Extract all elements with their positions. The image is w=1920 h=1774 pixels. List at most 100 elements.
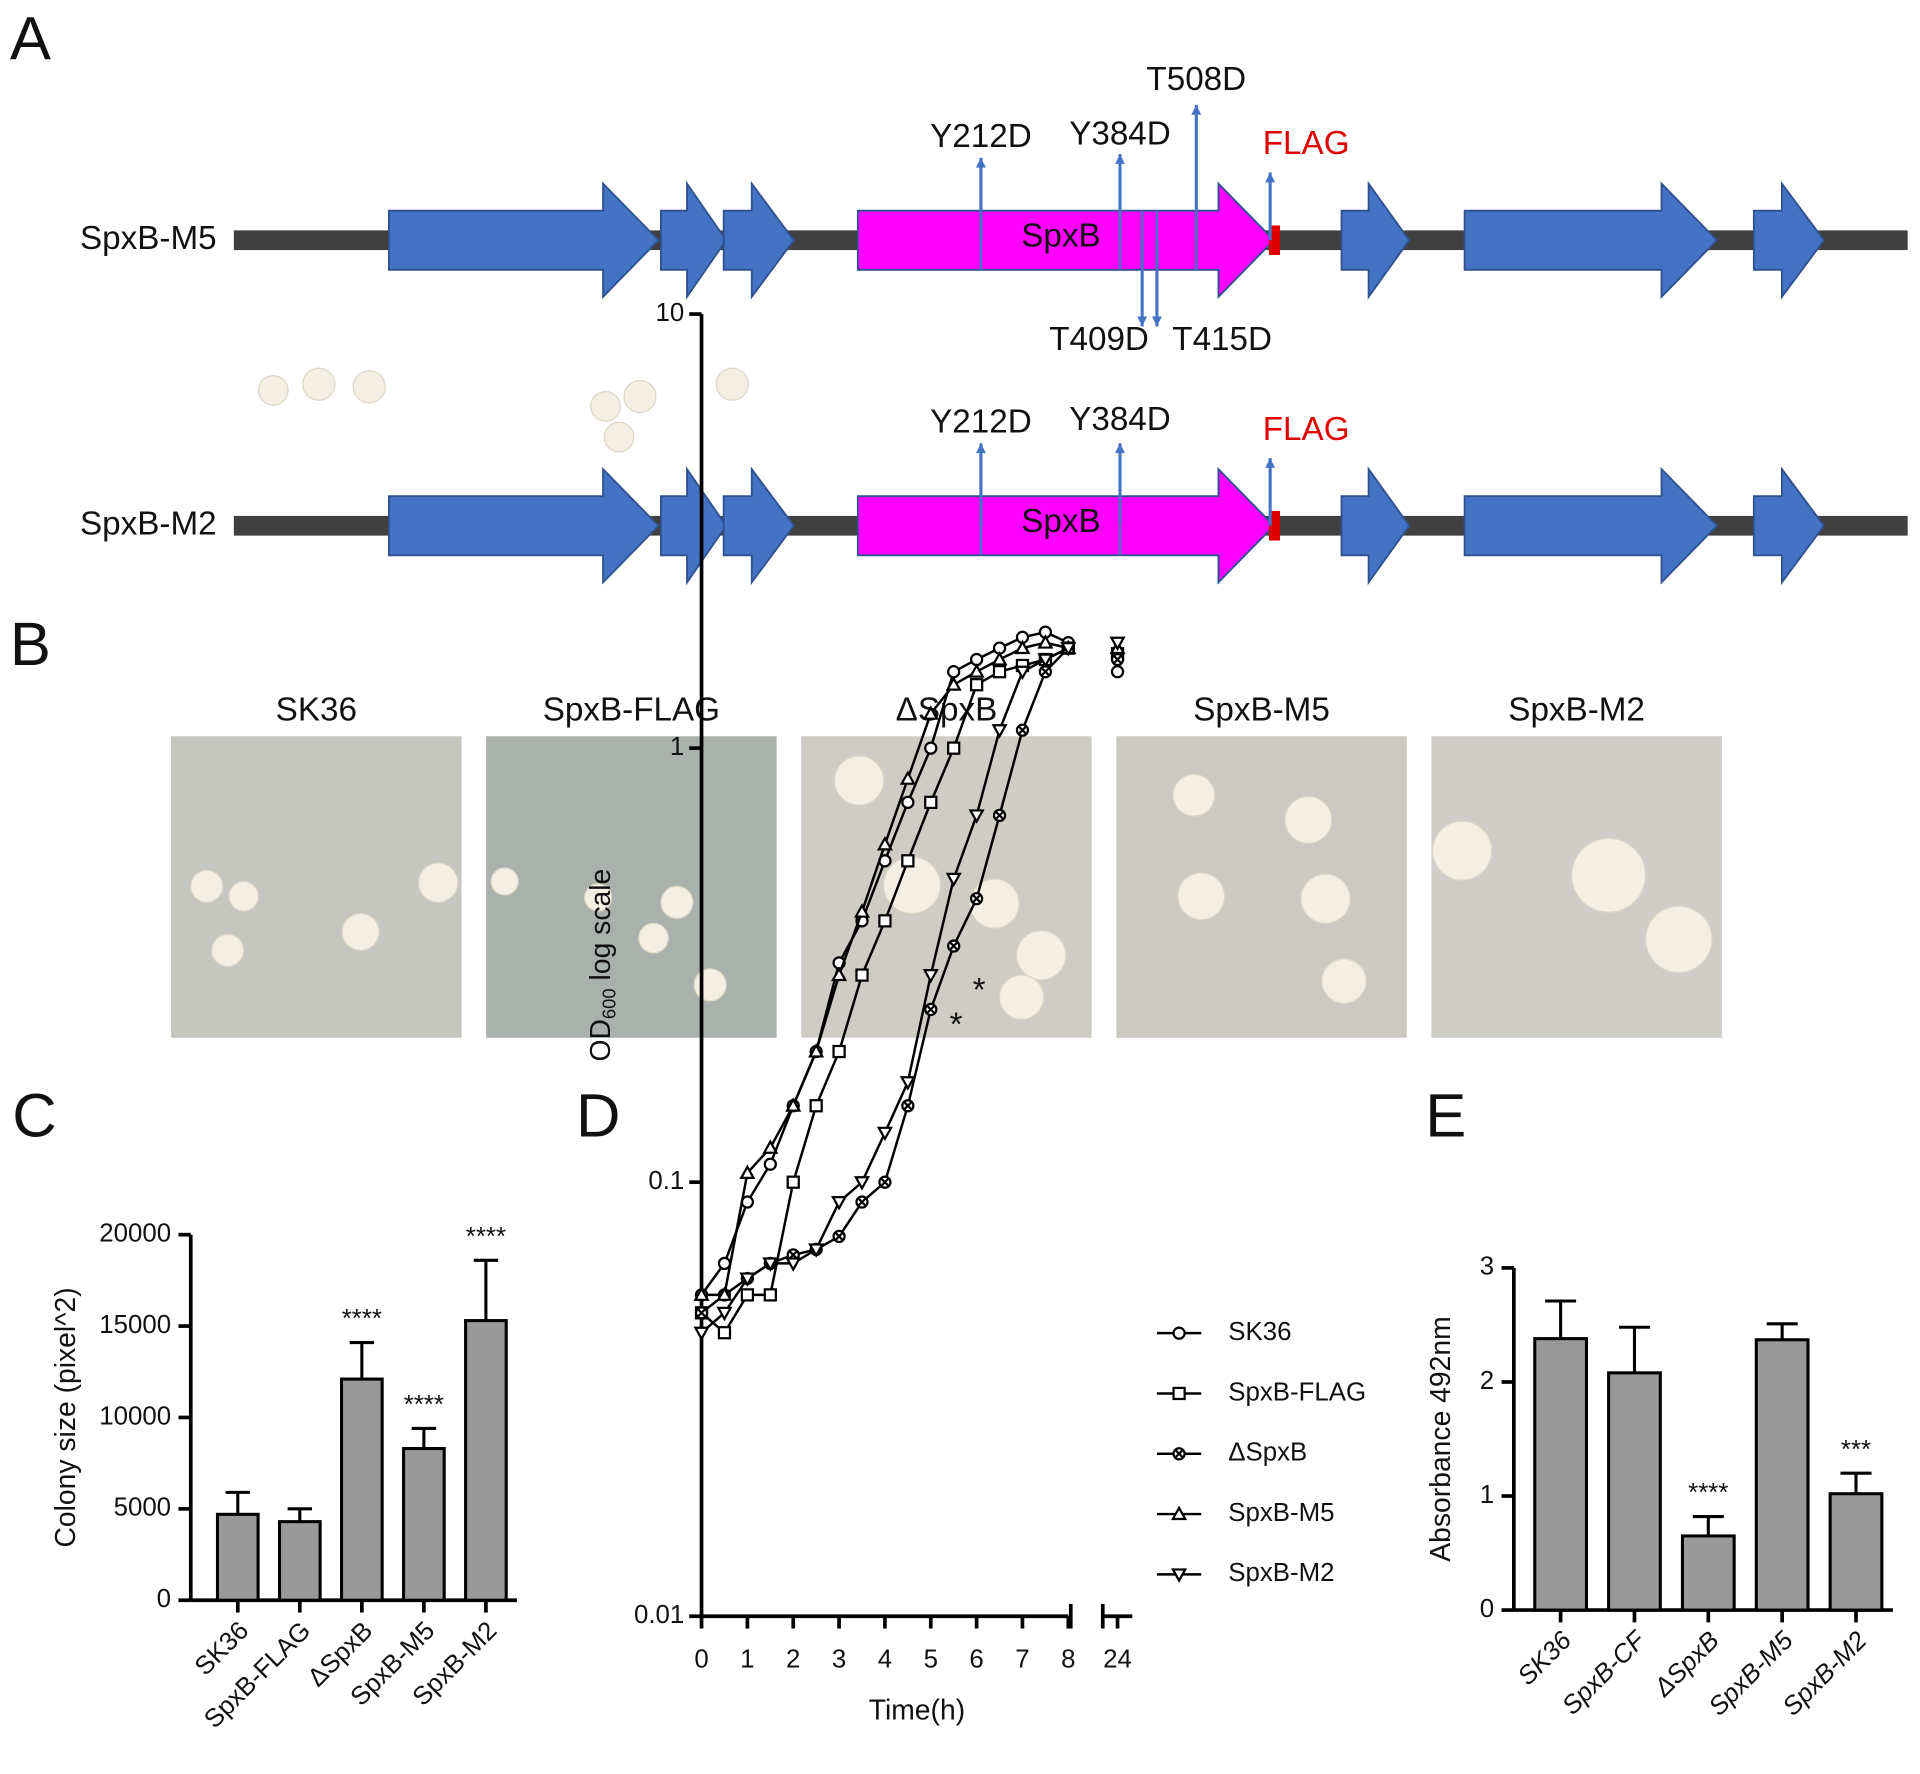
colony (211, 933, 245, 968)
annotation: * (950, 1006, 963, 1043)
flag-tag (1268, 511, 1280, 541)
flag-tag (1268, 225, 1280, 255)
arrow-head (1265, 172, 1276, 183)
significance-label: **** (1688, 1479, 1728, 1507)
y-tick-label: 15000 (99, 1311, 171, 1339)
mutation-label: Y212D (930, 118, 1032, 155)
point (763, 1157, 777, 1171)
colony (1644, 905, 1713, 974)
point (992, 665, 1007, 679)
colony (623, 379, 657, 414)
colony (1284, 795, 1333, 844)
arrow-head (1115, 443, 1125, 454)
gene-arrow (388, 466, 660, 585)
point (945, 872, 962, 888)
arrow-head (976, 157, 986, 168)
point (786, 1175, 800, 1189)
point (853, 903, 871, 918)
point (855, 1195, 869, 1209)
colony (590, 391, 621, 422)
panel-letter: B (10, 610, 51, 679)
point (878, 1175, 892, 1189)
mutation-label: Y384D (1069, 115, 1171, 152)
photo-label: SpxB-M5 (1193, 691, 1330, 728)
point (1014, 665, 1031, 681)
x-axis-label: Time(h) (869, 1694, 965, 1726)
point (945, 676, 962, 691)
y-tick-label: 0 (1480, 1595, 1494, 1623)
construct-label: SpxB-M5 (80, 220, 217, 257)
point (809, 1099, 823, 1113)
x-tick-label: SpxB-CF (1557, 1626, 1652, 1721)
x-tick-label: 5 (924, 1645, 938, 1673)
colony (969, 878, 1020, 929)
point (969, 678, 984, 692)
point (739, 1164, 756, 1180)
point (901, 1099, 915, 1113)
point (694, 1306, 709, 1320)
bar (1754, 1338, 1810, 1612)
x-tick-label: 3 (832, 1645, 846, 1673)
mutation-label: T415D (1172, 321, 1272, 358)
point (901, 795, 915, 810)
point (1172, 1386, 1186, 1401)
gene-arrow (1752, 180, 1826, 300)
point (831, 1196, 848, 1211)
spxb-gene (856, 466, 1276, 585)
gene-arrow (722, 466, 795, 586)
y-axis-label-part: log scale (585, 869, 617, 989)
colony (584, 883, 613, 912)
legend-label: SpxB-FLAG (1228, 1378, 1366, 1406)
gene-arrow (660, 180, 728, 300)
point (947, 665, 961, 679)
colony (341, 912, 380, 952)
arrow-head (1191, 104, 1202, 115)
significance-label: **** (404, 1391, 444, 1419)
colony (1432, 820, 1493, 881)
point (717, 1326, 732, 1340)
point (808, 1243, 825, 1258)
x-tick-label: 4 (878, 1645, 892, 1673)
panel-letter: D (576, 1081, 620, 1150)
point (762, 1139, 779, 1154)
x-tick-label: SK36 (1513, 1626, 1578, 1691)
point (716, 1286, 733, 1301)
colony (638, 922, 669, 954)
colony (352, 370, 386, 404)
x-tick-label: 0 (694, 1645, 708, 1673)
arrow-head (1265, 458, 1276, 468)
bar (402, 1446, 446, 1602)
gene-arrow (1340, 466, 1411, 586)
x-tick-label: 6 (969, 1645, 983, 1673)
colony (302, 367, 336, 401)
y-axis-label: Absorbance 492nm (1424, 1316, 1456, 1561)
point (968, 663, 985, 678)
y-axis-label-part: OD (585, 1019, 617, 1061)
bar (464, 1319, 508, 1602)
point (992, 808, 1007, 822)
y-axis-label: OD600 log scale (585, 869, 620, 1062)
gene-arrow (660, 466, 728, 586)
y-tick-label: 1 (670, 733, 684, 761)
y-tick-label: 0.01 (634, 1601, 684, 1629)
colony (228, 880, 260, 912)
bar (1533, 1337, 1589, 1612)
x-tick-label: 24 (1103, 1645, 1132, 1673)
significance-label: **** (342, 1305, 382, 1333)
point (1172, 1447, 1186, 1461)
bar (215, 1512, 260, 1602)
bar (1680, 1534, 1736, 1612)
point (1109, 636, 1126, 652)
point (740, 1195, 755, 1209)
point (763, 1288, 777, 1302)
significance-label: *** (1841, 1436, 1871, 1464)
y-tick-label: 10 (656, 299, 685, 327)
point (947, 741, 961, 755)
point (808, 1043, 825, 1058)
colony (998, 974, 1045, 1020)
point (739, 1272, 756, 1287)
x-tick-label: 1 (740, 1645, 754, 1673)
point (1171, 1505, 1188, 1521)
bar (1607, 1371, 1662, 1612)
